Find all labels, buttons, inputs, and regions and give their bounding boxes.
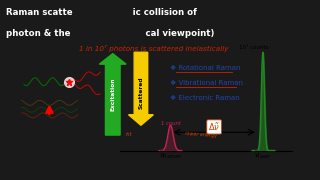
- Text: Raman scatte                    ic collision of: Raman scatte ic collision of: [6, 8, 197, 17]
- Text: Excitation: Excitation: [110, 78, 115, 111]
- Text: int: int: [125, 132, 132, 138]
- Text: 10⁷ counts: 10⁷ counts: [239, 45, 268, 50]
- Text: photon & the                         cal viewpoint): photon & the cal viewpoint): [6, 28, 215, 37]
- Text: $\tilde{\nu}_{laser}$: $\tilde{\nu}_{laser}$: [254, 150, 272, 161]
- Text: Scattered: Scattered: [139, 77, 143, 109]
- Text: ❖ Rotational Raman: ❖ Rotational Raman: [171, 65, 241, 71]
- Text: lower energy: lower energy: [185, 131, 218, 138]
- Text: ❖ Electronic Raman: ❖ Electronic Raman: [171, 95, 240, 101]
- Text: $\Delta\tilde{\nu}$: $\Delta\tilde{\nu}$: [208, 121, 220, 133]
- Text: 1 count: 1 count: [161, 121, 180, 125]
- FancyArrow shape: [129, 52, 153, 125]
- Text: 1 in 10⁷ photons is scattered inelastically: 1 in 10⁷ photons is scattered inelastica…: [79, 45, 228, 52]
- Text: ❖ Vibrational Raman: ❖ Vibrational Raman: [171, 80, 244, 86]
- FancyArrow shape: [100, 54, 126, 135]
- Text: $\tilde{\nu}_{Raman}$: $\tilde{\nu}_{Raman}$: [159, 150, 182, 161]
